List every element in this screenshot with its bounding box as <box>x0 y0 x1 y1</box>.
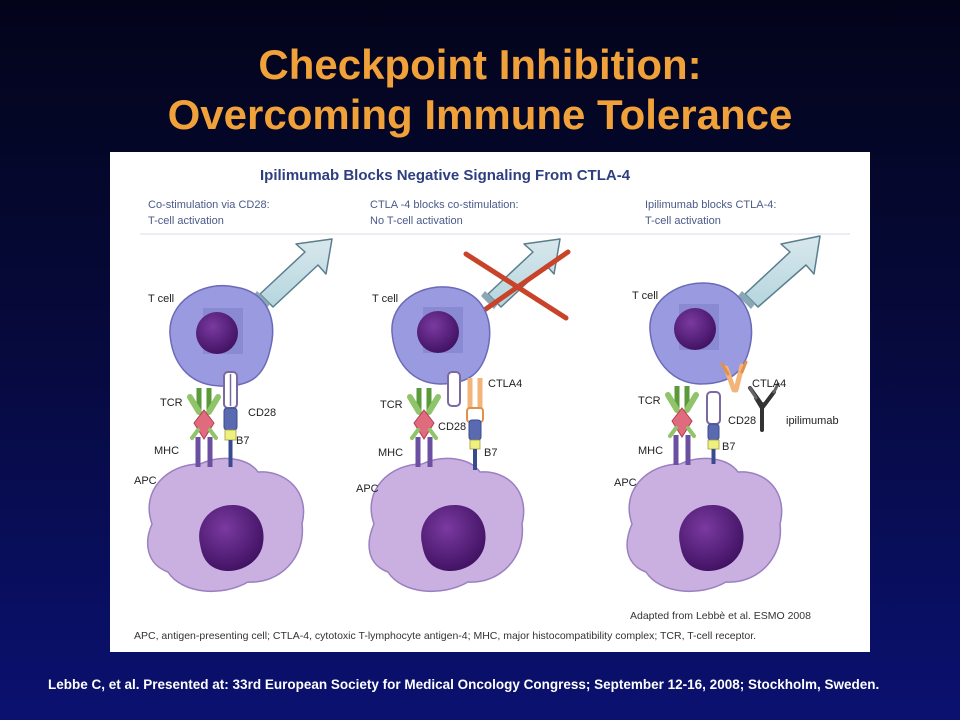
panel-3-caption-line-1: Ipilimumab blocks CTLA-4: <box>645 199 776 211</box>
cd28-receptor <box>447 371 461 407</box>
b7-label: B7 <box>484 447 497 459</box>
ctla4-receptor <box>466 378 484 423</box>
panel-costimulation: Co-stimulation via CD28: T-cell activati… <box>134 199 333 593</box>
mhc <box>410 428 438 467</box>
slide-title-line-1: Checkpoint Inhibition: <box>258 41 702 88</box>
tcr <box>187 388 221 415</box>
b7-label: B7 <box>722 441 735 453</box>
b7-ligand <box>707 423 720 464</box>
apc-nucleus <box>679 504 744 572</box>
t-cell-label: T cell <box>632 290 658 302</box>
panel-ctla4-blocks: CTLA -4 blocks co-stimulation: No T-cell… <box>356 199 571 593</box>
block-cross-icon <box>463 249 571 323</box>
mhc-label: MHC <box>378 447 403 459</box>
t-cell-nucleus <box>417 311 459 353</box>
slide-title: Checkpoint Inhibition: Overcoming Immune… <box>0 40 960 140</box>
tcr <box>407 388 441 415</box>
cd28-label: CD28 <box>248 407 276 419</box>
activation-arrow <box>253 238 333 309</box>
peptide-antigen <box>413 409 435 440</box>
t-cell-label: T cell <box>148 293 174 305</box>
apc-label: APC <box>134 475 157 487</box>
ipilimumab-label: ipilimumab <box>786 415 839 427</box>
t-cell-label: T cell <box>372 293 398 305</box>
apc-label: APC <box>356 483 379 495</box>
slide-title-line-2: Overcoming Immune Tolerance <box>167 91 793 138</box>
panel-ipilimumab-blocks: Ipilimumab blocks CTLA-4: T-cell activat… <box>614 199 839 593</box>
mechanism-diagram: Ipilimumab Blocks Negative Signaling Fro… <box>134 167 850 642</box>
figure-title: Ipilimumab Blocks Negative Signaling Fro… <box>260 167 631 184</box>
b7-label: B7 <box>236 435 249 447</box>
ctla4-receptor <box>720 360 748 393</box>
cd28-label: CD28 <box>438 421 466 433</box>
tcr-label: TCR <box>380 399 403 411</box>
cd28-receptor <box>223 371 238 409</box>
t-cell-nucleus <box>196 312 238 354</box>
tcr-label: TCR <box>160 397 183 409</box>
peptide-antigen <box>671 407 693 438</box>
panel-1-caption-line-2: T-cell activation <box>148 215 224 227</box>
mhc-label: MHC <box>638 445 663 457</box>
b7-ligand <box>223 407 238 467</box>
mhc-label: MHC <box>154 445 179 457</box>
activation-arrow <box>738 235 821 309</box>
cd28-receptor <box>706 391 721 425</box>
mhc <box>668 426 696 465</box>
figure-panel: Ipilimumab Blocks Negative Signaling Fro… <box>110 152 870 652</box>
panel-3-caption-line-2: T-cell activation <box>645 215 721 227</box>
apc-label: APC <box>614 477 637 489</box>
ctla4-label: CTLA4 <box>488 378 522 390</box>
apc-nucleus <box>421 504 486 572</box>
cd28-label: CD28 <box>728 415 756 427</box>
ctla4-label: CTLA4 <box>752 378 786 390</box>
panel-2-caption-line-2: No T-cell activation <box>370 215 463 227</box>
peptide-antigen <box>193 409 215 440</box>
apc-nucleus <box>199 504 264 572</box>
t-cell-nucleus <box>674 308 716 350</box>
tcr-label: TCR <box>638 395 661 407</box>
panel-2-caption-line-1: CTLA -4 blocks co-stimulation: <box>370 199 519 211</box>
ipilimumab-antibody-icon <box>748 382 780 432</box>
b7-ligand <box>468 419 482 470</box>
abbreviations-footnote: APC, antigen-presenting cell; CTLA-4, cy… <box>134 630 756 642</box>
adapted-from-note: Adapted from Lebbè et al. ESMO 2008 <box>630 610 811 622</box>
panel-1-caption-line-1: Co-stimulation via CD28: <box>148 199 270 211</box>
citation: Lebbe C, et al. Presented at: 33rd Europ… <box>48 677 880 692</box>
tcr <box>665 386 699 413</box>
mhc <box>190 428 218 467</box>
